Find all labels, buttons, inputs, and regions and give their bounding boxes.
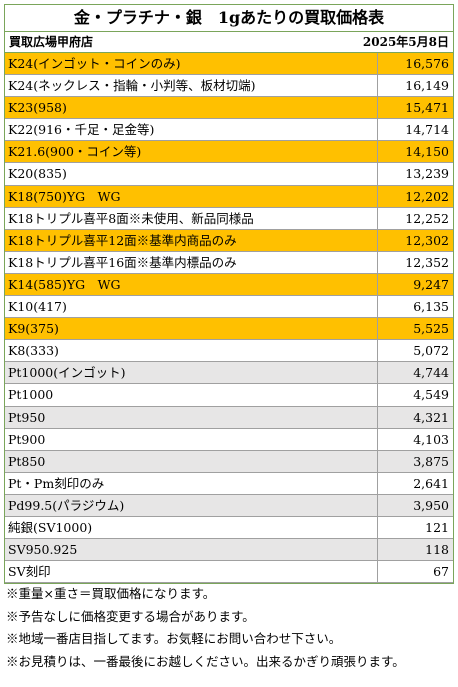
- item-label: K23(958): [5, 97, 378, 119]
- table-row: K9(375) 5,525: [5, 318, 453, 341]
- item-label: Pt950: [5, 406, 378, 428]
- table-row: Pt950 4,321: [5, 406, 453, 429]
- table-row: K24(インゴット・コインのみ) 16,576: [5, 53, 453, 76]
- item-price: 9,247: [413, 276, 449, 292]
- item-label: K10(417): [5, 296, 378, 318]
- title: 金・プラチナ・銀 1gあたりの買取価格表: [5, 5, 453, 32]
- item-label: K20(835): [5, 163, 378, 185]
- table-row: K23(958) 15,471: [5, 97, 453, 120]
- notes: ※重量×重さ＝買取価格になります。 ※予告なしに価格変更する場合があります。 ※地域…: [6, 583, 405, 673]
- table-row: Pt1000 4,549: [5, 384, 453, 407]
- item-price: 3,875: [413, 453, 449, 469]
- table-row: SV950.925 118: [5, 539, 453, 562]
- item-price: 4,321: [413, 409, 449, 425]
- table-row: Pt900 4,103: [5, 428, 453, 451]
- item-price: 12,252: [405, 210, 449, 226]
- item-label: K18トリプル喜平12面※基準内商品のみ: [5, 229, 378, 251]
- item-label: Pt・Pm刻印のみ: [5, 472, 378, 494]
- item-price: 6,135: [413, 299, 449, 315]
- note: ※お見積りは、一番最後にお越しください。出来るかぎり頑張ります。: [6, 653, 405, 669]
- item-label: K8(333): [5, 340, 378, 362]
- store-name: 買取広場甲府店: [9, 35, 94, 49]
- subheader: 買取広場甲府店 2025年5月8日: [5, 32, 453, 53]
- item-label: K14(585)YG WG: [5, 273, 378, 296]
- item-label: K24(ネックレス・指輪・小判等、板材切端): [5, 75, 378, 97]
- table-row: Pd99.5(パラジウム) 3,950: [5, 494, 453, 517]
- table-row: Pt・Pm刻印のみ 2,641: [5, 472, 453, 495]
- item-label: K21.6(900・コイン等): [5, 141, 378, 163]
- item-price: 5,525: [413, 321, 449, 337]
- table-row: K18トリプル喜平8面※未使用、新品同様品 12,252: [5, 207, 453, 230]
- table-row: Pt1000(インゴット) 4,744: [5, 362, 453, 385]
- table-row: K20(835) 13,239: [5, 163, 453, 186]
- item-price: 14,150: [405, 144, 449, 160]
- table-row: K24(ネックレス・指輪・小判等、板材切端) 16,149: [5, 75, 453, 98]
- table-row: 純銀(SV1000) 121: [5, 516, 453, 540]
- item-label: SV950.925: [5, 539, 378, 561]
- item-label: K18トリプル喜平16面※基準内標品のみ: [5, 251, 378, 273]
- table-row: K18(750)YG WG 12,202: [5, 185, 453, 208]
- table-row: SV刻印 67: [5, 561, 453, 584]
- item-label: Pt1000: [5, 384, 378, 406]
- item-price: 118: [425, 542, 449, 558]
- item-label: K18(750)YG WG: [5, 185, 378, 207]
- item-label: 純銀(SV1000): [5, 516, 378, 539]
- item-price: 4,103: [413, 431, 449, 447]
- item-label: Pt900: [5, 428, 378, 450]
- date: 2025年5月8日: [362, 35, 449, 49]
- item-price: 12,202: [405, 188, 449, 204]
- price-table: 金・プラチナ・銀 1gあたりの買取価格表 買取広場甲府店 2025年5月8日 K…: [4, 4, 454, 585]
- note: ※重量×重さ＝買取価格になります。: [6, 586, 216, 601]
- note: ※予告なしに価格変更する場合があります。: [6, 608, 255, 624]
- item-label: Pt850: [5, 450, 378, 472]
- note: ※地域一番店目指してます。お気軽にお問い合わせ下さい。: [6, 631, 342, 646]
- item-label: SV刻印: [5, 561, 378, 583]
- item-label: K18トリプル喜平8面※未使用、新品同様品: [5, 207, 378, 229]
- table-row: Pt850 3,875: [5, 450, 453, 473]
- item-price: 12,352: [405, 254, 449, 270]
- table-row: K10(417) 6,135: [5, 296, 453, 319]
- table-row: K21.6(900・コイン等) 14,150: [5, 141, 453, 164]
- item-price: 2,641: [413, 475, 449, 491]
- item-price: 67: [433, 564, 449, 580]
- rows: K24(インゴット・コインのみ) 16,576 K24(ネックレス・指輪・小判等、板…: [5, 53, 453, 584]
- table-row: K8(333) 5,072: [5, 340, 453, 363]
- item-price: 5,072: [413, 343, 449, 359]
- item-price: 16,576: [405, 56, 449, 71]
- item-price: 16,149: [405, 78, 449, 94]
- item-price: 14,714: [405, 122, 449, 138]
- table-row: K18トリプル喜平12面※基準内商品のみ 12,302: [5, 229, 453, 252]
- item-price: 4,744: [413, 365, 449, 381]
- item-price: 15,471: [405, 100, 449, 116]
- table-row: K14(585)YG WG 9,247: [5, 273, 453, 297]
- item-label: K22(916・千足・足金等): [5, 119, 378, 141]
- item-label: Pt1000(インゴット): [5, 362, 378, 384]
- table-row: K18トリプル喜平16面※基準内標品のみ 12,352: [5, 251, 453, 274]
- item-label: Pd99.5(パラジウム): [5, 494, 378, 516]
- item-price: 13,239: [405, 166, 449, 182]
- item-price: 12,302: [405, 232, 449, 248]
- item-label: K9(375): [5, 318, 378, 340]
- table-row: K22(916・千足・足金等) 14,714: [5, 119, 453, 142]
- item-price: 3,950: [413, 497, 449, 513]
- item-label: K24(インゴット・コインのみ): [5, 53, 378, 75]
- item-price: 121: [425, 519, 449, 535]
- item-price: 4,549: [413, 387, 449, 403]
